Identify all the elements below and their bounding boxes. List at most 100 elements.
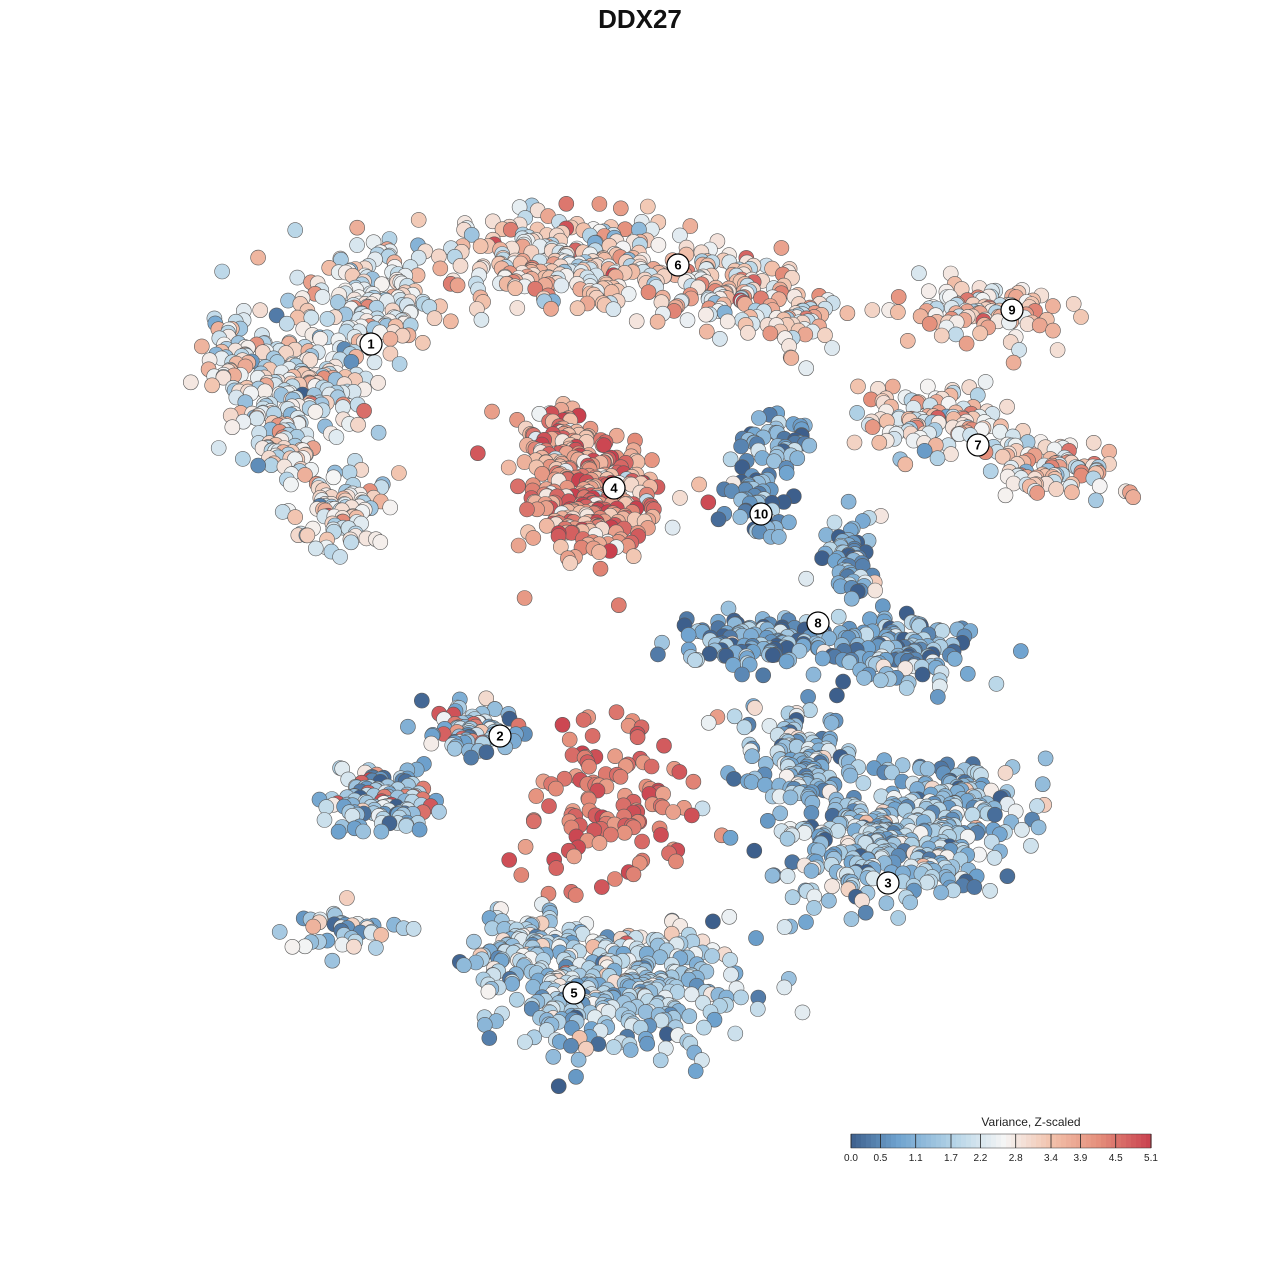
legend-tick-label: 0.5 [873,1153,887,1164]
data-point [916,442,933,459]
data-point [472,238,489,254]
data-point [525,813,542,830]
legend-color-segment [971,1134,977,1148]
data-point [817,327,833,344]
legend-color-segment [861,1134,867,1148]
data-point [687,652,703,669]
data-point [835,673,851,690]
legend-color-segment [1106,1134,1112,1148]
data-point [929,450,946,467]
data-point [507,280,524,297]
data-point [566,848,582,865]
data-point [683,807,700,824]
data-point [733,989,749,1006]
legend-color-segment [1056,1134,1062,1148]
data-point [779,868,796,884]
data-point [829,687,845,704]
data-point [1030,819,1047,836]
data-point [846,434,863,451]
data-point [826,514,843,531]
data-point [803,805,820,821]
data-point [740,324,756,341]
data-point [466,933,482,950]
data-point [640,284,657,301]
data-point [997,487,1014,504]
data-point [746,842,763,859]
data-point [653,827,669,843]
data-point [328,429,345,445]
data-point [749,1001,766,1017]
data-point [224,419,241,436]
data-point [764,867,781,884]
legend-color-segment [876,1134,882,1148]
data-point [798,914,814,930]
data-point [772,805,789,822]
legend-colorbar [850,1133,1152,1149]
legend-color-segment [886,1134,892,1148]
legend-color-segment [1046,1134,1052,1148]
data-point [516,590,533,606]
cluster-label-3: 3 [876,871,900,895]
data-point [299,527,316,544]
data-point [921,315,938,332]
data-point [726,708,743,725]
data-point [698,323,715,340]
data-point [722,952,738,968]
data-point [517,838,534,855]
data-point [776,919,793,935]
data-point [639,198,656,215]
legend-color-segment [1051,1134,1057,1148]
data-point [719,313,736,330]
data-point [722,829,739,846]
data-point [607,871,623,887]
data-point [307,403,324,420]
data-point [319,311,336,327]
data-point [1012,643,1029,659]
data-point [665,804,682,820]
data-point [890,304,906,320]
data-point [405,920,422,937]
data-point [214,263,230,280]
legend-tick-label: 2.2 [973,1153,987,1164]
legend-color-segment [1121,1134,1127,1148]
data-point [920,283,937,300]
data-point [370,374,386,391]
data-point [723,966,739,983]
data-point [781,514,797,531]
data-point [798,360,815,377]
data-point [805,666,822,683]
data-point [330,294,346,310]
data-point [679,312,696,329]
data-point [794,1004,811,1021]
data-point [350,416,366,433]
data-point [303,309,320,326]
data-point [755,667,772,684]
data-point [994,448,1011,465]
legend-color-segment [1026,1134,1032,1148]
data-point [250,457,267,474]
data-point [1085,434,1102,451]
cluster-label-10: 10 [749,502,773,526]
data-point [959,665,976,682]
legend-color-segment [1016,1134,1022,1148]
data-point [210,440,227,456]
legend-color-segment [921,1134,927,1148]
data-point [509,300,526,316]
data-point [628,313,645,330]
data-point [478,690,495,707]
data-point [543,300,559,317]
legend-color-segment [951,1134,957,1148]
data-point [622,1042,639,1058]
data-point [890,910,907,926]
data-point [849,405,865,421]
data-point [382,331,399,347]
data-point [929,689,946,705]
data-point [545,1049,562,1065]
data-point [528,788,545,804]
data-point [446,740,463,757]
data-point [856,670,872,686]
data-point [314,289,331,305]
data-point [426,310,443,327]
data-point [581,758,597,775]
cluster-label-badge [488,724,512,748]
